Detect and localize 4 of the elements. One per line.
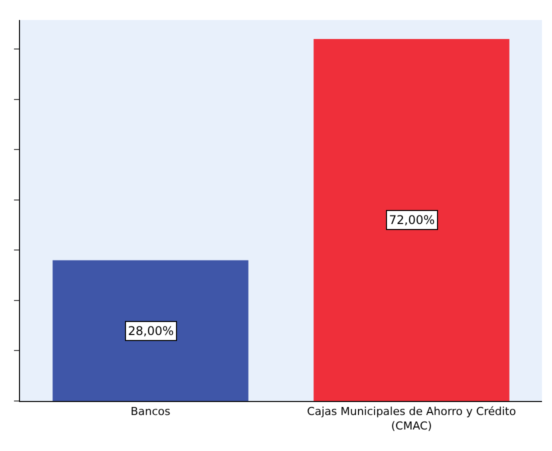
data-label: 72,00%: [389, 213, 435, 227]
x-tick-label: Cajas Municipales de Ahorro y Crédito (CMAC): [307, 405, 516, 432]
x-tick-label: Bancos: [130, 405, 171, 418]
data-label: 28,00%: [128, 324, 174, 338]
